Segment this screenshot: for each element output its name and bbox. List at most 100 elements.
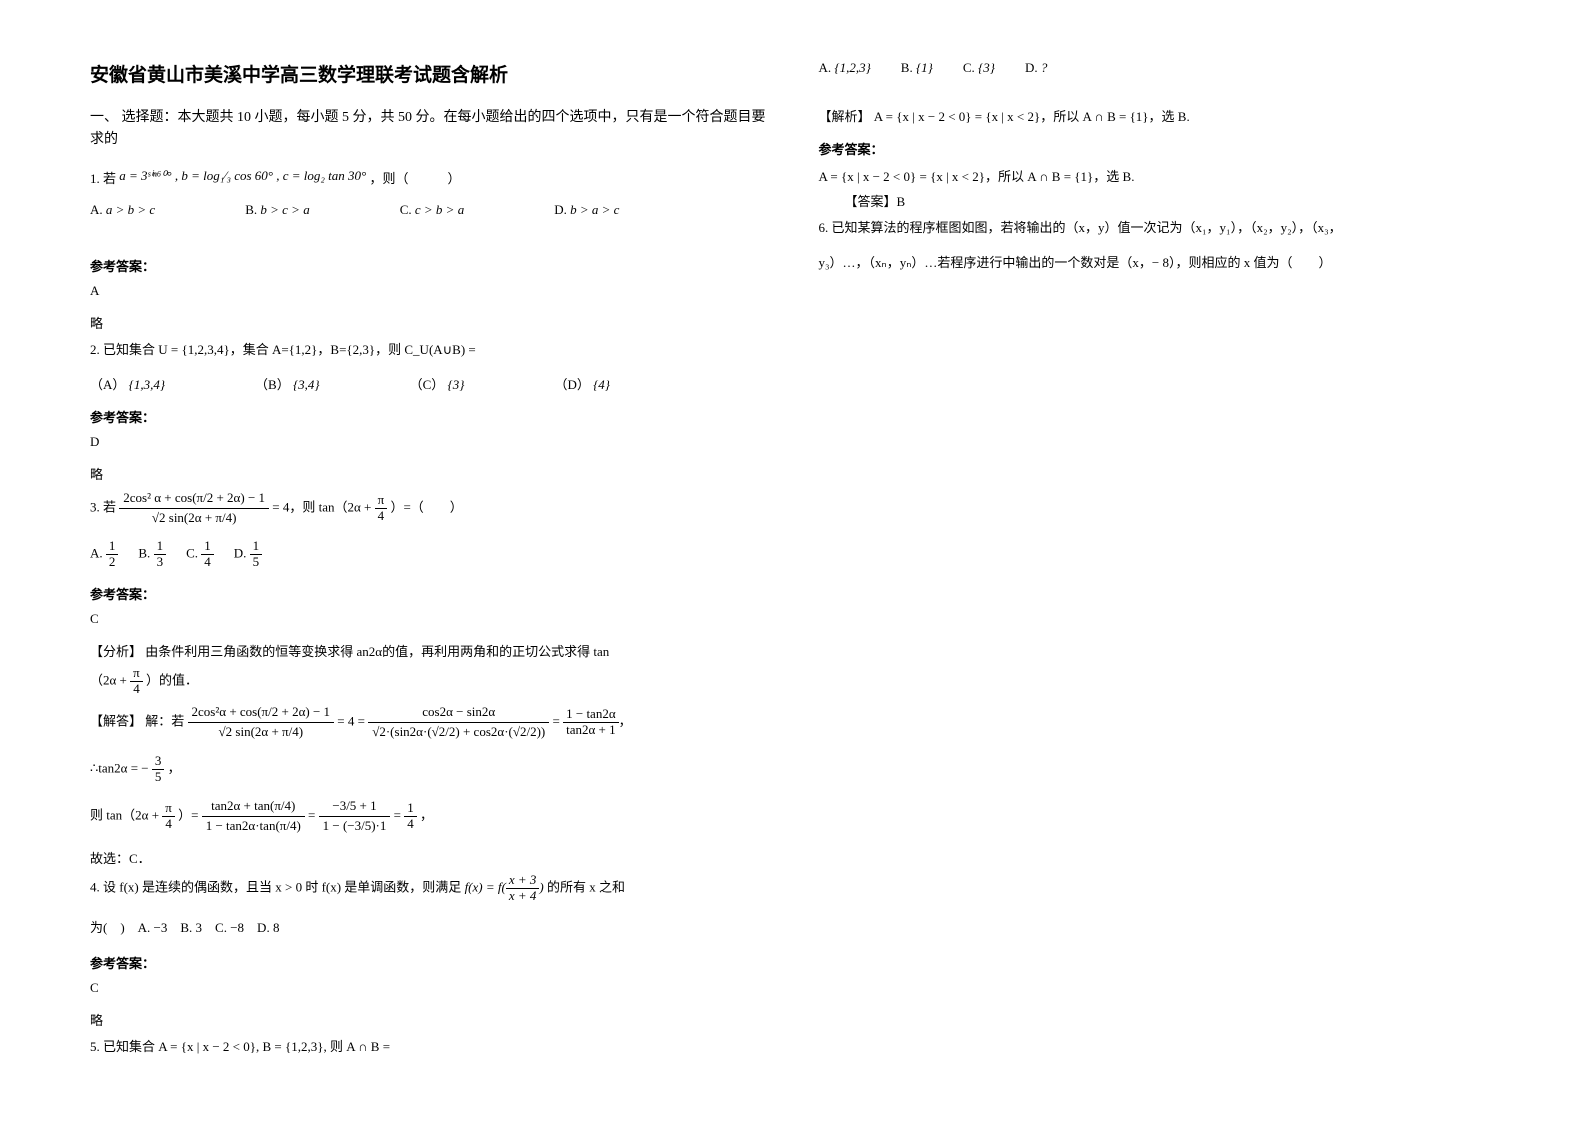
q4-fx-l: f(x) = f(: [465, 879, 506, 894]
q5-stem: 5. 已知集合 A = {x | x − 2 < 0}, B = {1,2,3}…: [90, 1035, 769, 1058]
q2-optC-label: （C）: [410, 377, 445, 392]
q3-tan2a-frac: 35: [152, 754, 165, 785]
q3-frac1: 2cos² α + cos(π/2 + 2α) − 1 √2 sin(2α + …: [119, 489, 269, 528]
q1-optB-label: B.: [245, 202, 257, 217]
q3-solve-label: 【解答】: [90, 714, 142, 729]
q2-optB-text: {3,4}: [293, 377, 320, 392]
q3-frac2: π 4: [375, 493, 388, 524]
q6-stem-a: 6. 已知某算法的程序框图如图，若将输出的（x，y）值一次记为（x₁，y₁），（…: [819, 216, 1498, 239]
q3-eq: = 4，则 tan（2α +: [272, 499, 374, 514]
q1-optC-label: C.: [400, 202, 412, 217]
q3-optB-frac: 13: [154, 539, 167, 570]
q3-tf-suf: ，: [420, 807, 433, 822]
q3-ans-label: 参考答案：: [90, 584, 769, 603]
q3-tfeq2: =: [394, 807, 405, 822]
q1-optB-text: b > c > a: [260, 202, 309, 217]
q3-analysis-label: 【分析】: [90, 644, 142, 659]
q5-optA-text: {1,2,3}: [834, 60, 870, 75]
q3-tan2a-suf: ，: [168, 760, 181, 775]
q3-conclusion: 故选：C．: [90, 848, 769, 867]
q5-optC-label: C.: [963, 60, 975, 75]
q5-optA-label: A.: [819, 60, 832, 75]
q2-ans-label: 参考答案：: [90, 407, 769, 426]
q3-options: A. 12 B. 13 C. 14 D. 15: [90, 539, 769, 570]
q3-eqend: =: [553, 714, 564, 729]
q3-frac2-den: 4: [375, 509, 388, 524]
q1-prefix: 1. 若: [90, 171, 116, 186]
q3-stem: 3. 若 2cos² α + cos(π/2 + 2α) − 1 √2 sin(…: [90, 489, 769, 528]
q1-ans-label: 参考答案：: [90, 256, 769, 275]
q3-an2-frac: π4: [130, 666, 143, 697]
q4-ans: C: [90, 980, 769, 996]
q4-expl: 略: [90, 1010, 769, 1029]
q1-suffix: ，则（ ）: [369, 171, 460, 186]
q1-options: A. a > b > c B. b > c > a C. c > b > a D…: [90, 202, 769, 218]
q3-optD-label: D.: [234, 546, 247, 561]
q5-optD-text: ?: [1041, 60, 1048, 75]
page-title: 安徽省黄山市美溪中学高三数学理联考试题含解析: [90, 60, 769, 87]
q2-optD-label: （D）: [554, 377, 589, 392]
q2-options: （A） {1,3,4} （B） {3,4} （C） {3} （D） {4}: [90, 374, 769, 393]
q5-options: A. {1,2,3} B. {1} C. {3} D. ?: [819, 60, 1498, 76]
q6-stem-b: y₃）…，（xₙ，yₙ）…若程序进行中输出的一个数对是（x，− 8），则相应的 …: [819, 251, 1498, 274]
q5-final-row: 【答案】B: [819, 191, 1498, 210]
q5-sol-row: 【解析】 A = {x | x − 2 < 0} = {x | x < 2}，所…: [819, 106, 1498, 125]
q5-ans2: A = {x | x − 2 < 0} = {x | x < 2}，所以 A ∩…: [819, 166, 1498, 185]
q5-optB-label: B.: [901, 60, 913, 75]
q3-analysis-text: 由条件利用三角函数的恒等变换求得 an2α的值，再利用两角和的正切公式求得 ta…: [145, 644, 609, 659]
q3-mid: = 4 =: [337, 714, 368, 729]
q1-optA-text: a > b > c: [106, 202, 155, 217]
q3-frac1-den: √2 sin(2α + π/4): [119, 509, 269, 528]
q2-expl: 略: [90, 464, 769, 483]
q2-optC-text: {3}: [448, 377, 465, 392]
q3-tan2a: ∴tan2α = − 35 ，: [90, 754, 769, 785]
q3-analysis2: （2α + π4 ）的值．: [90, 666, 769, 697]
q2-optA-label: （A）: [90, 377, 125, 392]
q3-tf2: −3/5 + 1 1 − (−3/5)·1: [319, 797, 391, 836]
q3-rhs: cos2α − sin2α √2·(sin2α·(√2/2) + cos2α·(…: [368, 703, 549, 742]
q3-optA-frac: 12: [106, 539, 119, 570]
q3-prefix: 3. 若: [90, 499, 116, 514]
q3-tan2a-pre: ∴tan2α = −: [90, 760, 149, 775]
q3-lhs: 2cos²α + cos(π/2 + 2α) − 1 √2 sin(2α + π…: [188, 703, 335, 742]
q3-tl-pre: 则 tan（2α +: [90, 807, 162, 822]
q5-optB-text: {1}: [916, 60, 933, 75]
q1-optC-text: c > b > a: [415, 202, 464, 217]
q3-optD-frac: 15: [250, 539, 263, 570]
q1-stem: 1. 若 a = 3ˢⁱⁿ⁶⁰° , b = log₁⁄₃ cos 60° , …: [90, 167, 769, 190]
q3-tl-mid: ）=: [178, 807, 202, 822]
q1-expl: 略: [90, 313, 769, 332]
q3-tf1: tan2α + tan(π/4) 1 − tan2α·tan(π/4): [202, 797, 305, 836]
q3-optC-frac: 14: [201, 539, 214, 570]
q2-optD-text: {4}: [593, 377, 610, 392]
q3-an2-pre: （2α +: [90, 673, 130, 688]
q4-line2: 为( ) A. −3 B. 3 C. −8 D. 8: [90, 916, 769, 939]
q3-frac2-num: π: [375, 493, 388, 509]
q3-tf3: 14: [404, 801, 417, 832]
q3-an2-suf: ）的值．: [146, 673, 198, 688]
q4-ans-label: 参考答案：: [90, 953, 769, 972]
q2-optB-label: （B）: [255, 377, 290, 392]
q3-ans: C: [90, 611, 769, 627]
q2-optA-text: {1,3,4}: [129, 377, 165, 392]
section-heading: 一、 选择题：本大题共 10 小题，每小题 5 分，共 50 分。在每小题给出的…: [90, 107, 769, 152]
q5-sol-label: 【解析】: [819, 109, 871, 124]
q4-stem: 4. 设 f(x) 是连续的偶函数，且当 x > 0 时 f(x) 是单调函数，…: [90, 873, 769, 904]
q5-ans-label: 参考答案：: [819, 139, 1498, 158]
q2-stem: 2. 已知集合 U = {1,2,3,4}，集合 A={1,2}，B={2,3}…: [90, 338, 769, 361]
q4-fx-r: ): [539, 879, 543, 894]
q3-eq2: ）=（ ）: [390, 499, 462, 514]
q3-tanline: 则 tan（2α + π4 ）= tan2α + tan(π/4) 1 − ta…: [90, 797, 769, 836]
q5-optC-text: {3}: [978, 60, 995, 75]
q2-stem-text: 2. 已知集合 U = {1,2,3,4}，集合 A={1,2}，B={2,3}…: [90, 342, 476, 357]
q3-solve-row: 【解答】 解：若 2cos²α + cos(π/2 + 2α) − 1 √2 s…: [90, 703, 769, 742]
q5-optD-label: D.: [1025, 60, 1038, 75]
q3-optC-label: C.: [186, 546, 198, 561]
q3-final: 1 − tan2α tan2α + 1: [563, 707, 619, 738]
q1-expr: a = 3ˢⁱⁿ⁶⁰° , b = log₁⁄₃ cos 60° , c = l…: [119, 168, 366, 183]
q3-tl-frac: π4: [162, 801, 175, 832]
q4-fx-frac: x + 3x + 4: [506, 873, 540, 904]
q1-optD-text: b > a > c: [570, 202, 619, 217]
q5-sol-text: A = {x | x − 2 < 0} = {x | x < 2}，所以 A ∩…: [874, 109, 1190, 124]
q3-frac1-num: 2cos² α + cos(π/2 + 2α) − 1: [119, 489, 269, 509]
